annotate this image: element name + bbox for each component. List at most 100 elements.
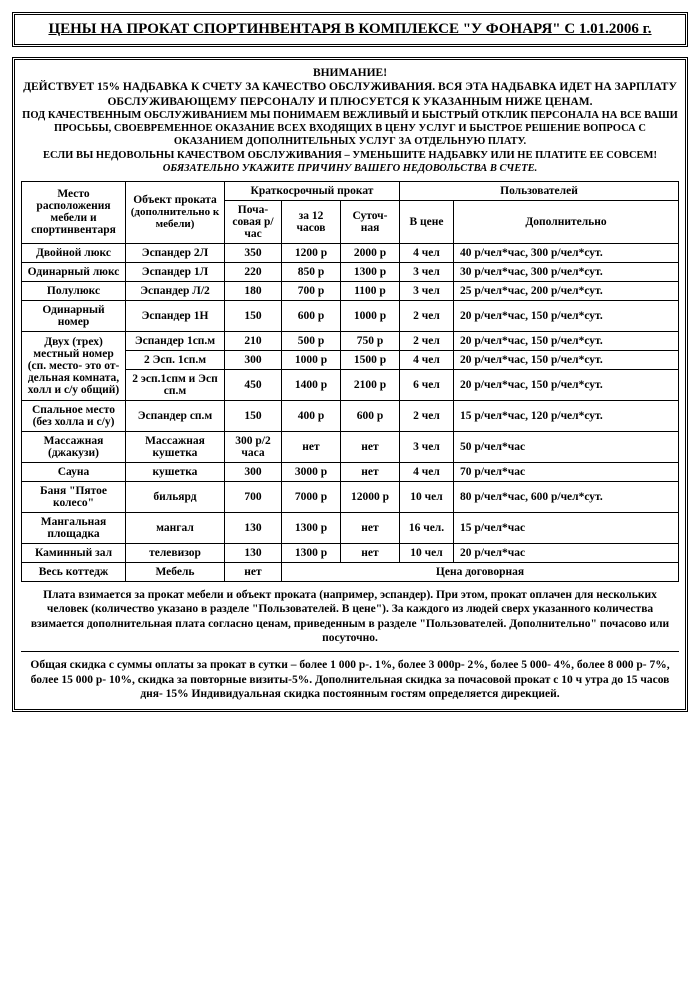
cell-location: Баня "Пятое колесо" bbox=[22, 481, 126, 512]
cell-location: Одинарный люкс bbox=[22, 262, 126, 281]
cell-additional: 25 р/чел*час, 200 р/чел*сут. bbox=[454, 281, 679, 300]
cell-hourly: 130 bbox=[225, 512, 282, 543]
cell-in-price: 2 чел bbox=[400, 331, 454, 350]
cell-additional: 15 р/чел*час, 120 р/чел*сут. bbox=[454, 400, 679, 431]
cell-per12: 850 р bbox=[282, 262, 341, 281]
col-short-term: Краткосрочный прокат bbox=[225, 181, 400, 200]
cell-per12: 1300 р bbox=[282, 512, 341, 543]
cell-per12: 400 р bbox=[282, 400, 341, 431]
cell-additional: 30 р/чел*час, 300 р/чел*сут. bbox=[454, 262, 679, 281]
cell-object: Эспандер 1сп.м bbox=[126, 331, 225, 350]
table-row-last: Весь коттедж Мебель нет Цена договорная bbox=[22, 562, 679, 581]
cell-per12: 1000 р bbox=[282, 350, 341, 369]
table-row: Баня "Пятое колесо"бильярд7007000 р12000… bbox=[22, 481, 679, 512]
cell-additional: 80 р/чел*час, 600 р/чел*сут. bbox=[454, 481, 679, 512]
cell-hourly: 700 bbox=[225, 481, 282, 512]
cell-location: Каминный зал bbox=[22, 543, 126, 562]
cell-additional: 20 р/чел*час, 150 р/чел*сут. bbox=[454, 300, 679, 331]
cell-location: Двух (трех) местный номер (сп. место- эт… bbox=[22, 331, 126, 400]
cell-in-price: 3 чел bbox=[400, 281, 454, 300]
price-table: Место расположения мебели и спортинвента… bbox=[21, 181, 679, 582]
cell-hourly: 350 bbox=[225, 243, 282, 262]
cell-object: бильярд bbox=[126, 481, 225, 512]
cell-additional: 20 р/чел*час, 150 р/чел*сут. bbox=[454, 369, 679, 400]
notice-block: ВНИМАНИЕ! ДЕЙСТВУЕТ 15% НАДБАВКА К СЧЕТУ… bbox=[21, 66, 679, 175]
col-additional: Дополнительно bbox=[454, 200, 679, 243]
cell-daily: 750 р bbox=[341, 331, 400, 350]
cell-hourly: 300 р/2 часа bbox=[225, 431, 282, 462]
notice-line1: ДЕЙСТВУЕТ 15% НАДБАВКА К СЧЕТУ ЗА КАЧЕСТ… bbox=[23, 81, 677, 107]
table-row: ПолулюксЭспандер Л/2180700 р1100 р3 чел2… bbox=[22, 281, 679, 300]
cell-object: Эспандер сп.м bbox=[126, 400, 225, 431]
cell-object: телевизор bbox=[126, 543, 225, 562]
cell-location: Весь коттедж bbox=[22, 562, 126, 581]
cell-location: Массажная (джакузи) bbox=[22, 431, 126, 462]
cell-daily: 1000 р bbox=[341, 300, 400, 331]
cell-daily: 2100 р bbox=[341, 369, 400, 400]
cell-location: Мангальная площадка bbox=[22, 512, 126, 543]
cell-daily: 1500 р bbox=[341, 350, 400, 369]
cell-object: Мебель bbox=[126, 562, 225, 581]
cell-in-price: 4 чел bbox=[400, 462, 454, 481]
cell-object: Эспандер 2Л bbox=[126, 243, 225, 262]
cell-per12: 3000 р bbox=[282, 462, 341, 481]
table-row: Одинарный номерЭспандер 1Н150600 р1000 р… bbox=[22, 300, 679, 331]
cell-object: Эспандер 1Л bbox=[126, 262, 225, 281]
cell-object: Эспандер Л/2 bbox=[126, 281, 225, 300]
table-row: Спальное место (без холла и с/у)Эспандер… bbox=[22, 400, 679, 431]
cell-in-price: 3 чел bbox=[400, 431, 454, 462]
notice-line3: ЕСЛИ ВЫ НЕДОВОЛЬНЫ КАЧЕСТВОМ ОБСЛУЖИВАНИ… bbox=[21, 149, 679, 175]
cell-in-price: 6 чел bbox=[400, 369, 454, 400]
cell-per12: 1400 р bbox=[282, 369, 341, 400]
cell-hourly: 220 bbox=[225, 262, 282, 281]
table-row: Одинарный люксЭспандер 1Л220850 р1300 р3… bbox=[22, 262, 679, 281]
cell-daily: 1300 р bbox=[341, 262, 400, 281]
cell-daily: 2000 р bbox=[341, 243, 400, 262]
cell-object: Эспандер 1Н bbox=[126, 300, 225, 331]
cell-in-price: 16 чел. bbox=[400, 512, 454, 543]
cell-location: Сауна bbox=[22, 462, 126, 481]
cell-additional: 40 р/чел*час, 300 р/чел*сут. bbox=[454, 243, 679, 262]
cell-daily: 12000 р bbox=[341, 481, 400, 512]
cell-object: 2 эсп.1спм и Эсп сп.м bbox=[126, 369, 225, 400]
cell-in-price: 4 чел bbox=[400, 243, 454, 262]
notice-line2: ПОД КАЧЕСТВЕННЫМ ОБСЛУЖИВАНИЕМ МЫ ПОНИМА… bbox=[21, 109, 679, 148]
cell-object: кушетка bbox=[126, 462, 225, 481]
cell-hourly: 300 bbox=[225, 350, 282, 369]
cell-object: 2 Эсп. 1сп.м bbox=[126, 350, 225, 369]
cell-per12: нет bbox=[282, 431, 341, 462]
col-hourly: Поча-совая р/час bbox=[225, 200, 282, 243]
cell-in-price: 10 чел bbox=[400, 481, 454, 512]
cell-additional: 20 р/чел*час bbox=[454, 543, 679, 562]
cell-daily: нет bbox=[341, 462, 400, 481]
cell-in-price: 2 чел bbox=[400, 400, 454, 431]
footer-note-2: Общая скидка с суммы оплаты за прокат в … bbox=[21, 651, 679, 703]
cell-hourly: 450 bbox=[225, 369, 282, 400]
table-row: Саунакушетка3003000 рнет4 чел70 р/чел*ча… bbox=[22, 462, 679, 481]
cell-in-price: 3 чел bbox=[400, 262, 454, 281]
table-row: Двух (трех) местный номер (сп. место- эт… bbox=[22, 331, 679, 350]
cell-additional: 20 р/чел*час, 150 р/чел*сут. bbox=[454, 331, 679, 350]
col-in-price: В цене bbox=[400, 200, 454, 243]
cell-per12: 1300 р bbox=[282, 543, 341, 562]
table-row: Двойной люксЭспандер 2Л3501200 р2000 р4 … bbox=[22, 243, 679, 262]
cell-additional: 15 р/чел*час bbox=[454, 512, 679, 543]
cell-daily: 1100 р bbox=[341, 281, 400, 300]
cell-object: мангал bbox=[126, 512, 225, 543]
table-header-row: Место расположения мебели и спортинвента… bbox=[22, 181, 679, 200]
cell-additional: 70 р/чел*час bbox=[454, 462, 679, 481]
col-object: Объект проката (дополнительно к мебели) bbox=[126, 181, 225, 243]
cell-additional: 20 р/чел*час, 150 р/чел*сут. bbox=[454, 350, 679, 369]
cell-daily: нет bbox=[341, 512, 400, 543]
col-location: Место расположения мебели и спортинвента… bbox=[22, 181, 126, 243]
cell-hourly: 300 bbox=[225, 462, 282, 481]
page-title: ЦЕНЫ НА ПРОКАТ СПОРТИНВЕНТАРЯ В КОМПЛЕКС… bbox=[12, 12, 688, 47]
cell-per12: 600 р bbox=[282, 300, 341, 331]
cell-object: Массажная кушетка bbox=[126, 431, 225, 462]
cell-location: Полулюкс bbox=[22, 281, 126, 300]
cell-additional: 50 р/чел*час bbox=[454, 431, 679, 462]
cell-daily: нет bbox=[341, 543, 400, 562]
cell-per12: 700 р bbox=[282, 281, 341, 300]
cell-hourly: нет bbox=[225, 562, 282, 581]
notice-heading: ВНИМАНИЕ! bbox=[313, 67, 387, 79]
